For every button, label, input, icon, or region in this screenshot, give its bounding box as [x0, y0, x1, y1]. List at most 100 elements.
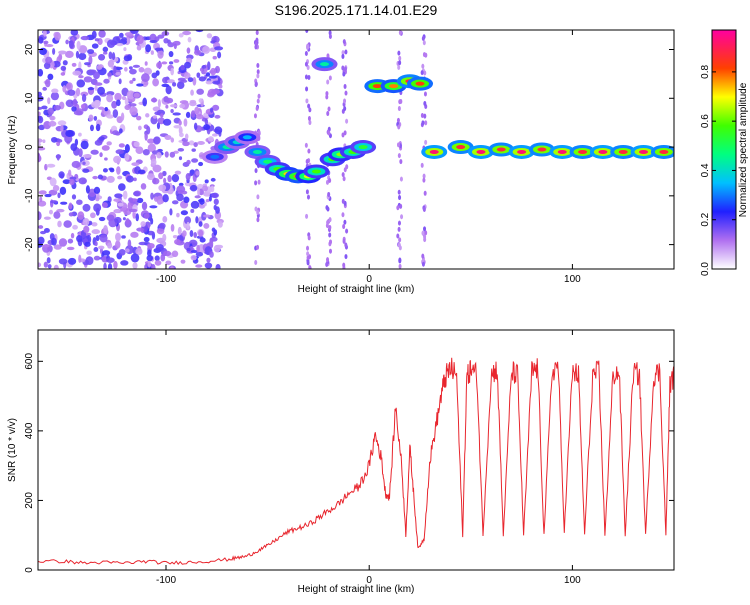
noise-streak [328, 248, 332, 254]
noise-speckle [198, 76, 206, 82]
noise-speckle [128, 66, 133, 70]
noise-streak [343, 66, 347, 72]
noise-streak [421, 261, 425, 267]
noise-streak [304, 74, 308, 80]
x-tick-label: -100 [156, 575, 176, 586]
noise-speckle [143, 67, 153, 75]
noise-streak [253, 113, 257, 119]
noise-speckle [97, 174, 104, 180]
noise-speckle [193, 142, 198, 148]
noise-speckle [135, 247, 143, 256]
noise-streak [326, 206, 330, 212]
noise-speckle [78, 45, 88, 54]
noise-streak [399, 176, 403, 182]
noise-speckle [93, 186, 101, 194]
noise-streak [396, 205, 400, 211]
noise-streak [306, 65, 310, 71]
noise-speckle [195, 216, 199, 224]
noise-speckle [205, 199, 210, 203]
noise-speckle [44, 78, 51, 88]
noise-speckle [108, 51, 113, 60]
noise-speckle [82, 161, 86, 165]
noise-speckle [133, 141, 140, 148]
noise-speckle [121, 37, 128, 42]
noise-streak [254, 259, 258, 265]
noise-speckle [71, 194, 77, 200]
noise-speckle [120, 260, 129, 266]
noise-speckle [69, 178, 75, 186]
noise-speckle [53, 104, 61, 111]
noise-speckle [117, 202, 124, 207]
noise-speckle [114, 216, 122, 224]
noise-speckle [183, 118, 188, 127]
noise-speckle [150, 158, 157, 166]
noise-speckle [39, 196, 43, 203]
noise-speckle [203, 223, 210, 229]
noise-speckle [95, 123, 101, 132]
ridge-peak [618, 149, 628, 154]
noise-speckle [51, 237, 57, 246]
noise-speckle [115, 71, 122, 76]
noise-streak [308, 120, 312, 126]
noise-speckle [38, 225, 44, 229]
noise-speckle [119, 32, 124, 38]
noise-speckle [195, 251, 204, 257]
noise-speckle [109, 168, 115, 173]
noise-speckle [162, 194, 169, 203]
noise-speckle [135, 146, 144, 155]
noise-speckle [124, 104, 131, 111]
noise-streak [344, 90, 348, 96]
noise-speckle [122, 217, 126, 221]
noise-speckle [82, 203, 91, 212]
colorbar-label: Normalized spectral amplitude [738, 82, 749, 217]
noise-speckle [174, 170, 182, 175]
noise-streak [328, 75, 332, 81]
noise-streak [328, 225, 332, 231]
noise-speckle [93, 255, 101, 261]
noise-speckle [211, 192, 219, 199]
noise-speckle [107, 72, 113, 77]
noise-streak [306, 44, 310, 50]
noise-speckle [206, 257, 211, 263]
noise-streak [341, 50, 345, 56]
noise-speckle [68, 212, 74, 217]
noise-speckle [170, 67, 175, 76]
noise-speckle [214, 114, 221, 119]
noise-speckle [154, 260, 162, 266]
noise-speckle [84, 62, 91, 66]
noise-speckle [42, 139, 46, 144]
noise-streak [255, 106, 259, 112]
noise-speckle [199, 198, 205, 205]
noise-speckle [94, 99, 101, 107]
noise-speckle [93, 203, 102, 213]
noise-speckle [182, 230, 187, 237]
noise-streak [342, 39, 346, 45]
noise-speckle [154, 47, 164, 51]
noise-speckle [65, 129, 74, 138]
noise-speckle [180, 259, 186, 264]
noise-speckle [190, 249, 199, 253]
noise-speckle [189, 184, 198, 192]
snr-plot-area [38, 357, 674, 566]
noise-speckle [75, 87, 81, 97]
y-tick-label: 0 [24, 144, 35, 150]
noise-speckle [213, 244, 221, 253]
noise-speckle [198, 221, 203, 227]
noise-speckle [150, 50, 154, 55]
noise-speckle [178, 120, 182, 126]
noise-streak [421, 63, 425, 69]
noise-streak [327, 130, 331, 136]
noise-speckle [165, 104, 169, 109]
noise-speckle [57, 120, 67, 126]
noise-speckle [60, 65, 67, 71]
noise-speckle [84, 241, 91, 247]
noise-speckle [152, 177, 160, 185]
noise-speckle [112, 109, 119, 118]
noise-streak [341, 212, 345, 218]
noise-speckle [126, 90, 135, 100]
noise-streak [256, 194, 260, 200]
noise-speckle [50, 200, 58, 204]
noise-streak [343, 106, 347, 112]
noise-speckle [105, 257, 115, 263]
y-tick-label: -20 [24, 237, 35, 252]
